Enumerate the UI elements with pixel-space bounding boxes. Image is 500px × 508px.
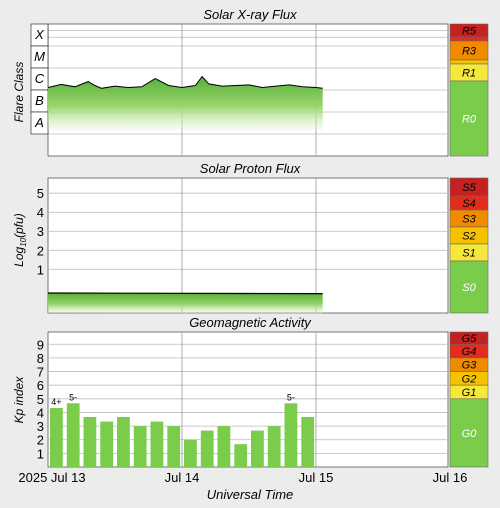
kp-bar (234, 444, 248, 467)
proton-flux-series (47, 292, 323, 314)
xray-title: Solar X-ray Flux (203, 7, 297, 22)
kp-bar-label: 4+ (51, 397, 61, 407)
proton-tick-label: 3 (37, 224, 44, 239)
xray-flux-series (47, 75, 323, 131)
kp-bar-label: 5- (69, 392, 77, 402)
scale-label-g1: G1 (462, 387, 477, 399)
kp-bar (100, 421, 114, 467)
flare-class-label-m: M (34, 49, 45, 64)
kp-bar (83, 417, 97, 467)
x-tick-label: Jul 14 (165, 470, 200, 485)
scale-label-g4: G4 (462, 346, 477, 358)
proton-ylabel-unit: (pfu) (12, 213, 26, 238)
kp-tick-label: 7 (37, 365, 44, 380)
proton-tick-label: 2 (37, 243, 44, 258)
kp-bars: 4+ 5- 5- (50, 392, 315, 467)
kp-bar (117, 417, 130, 467)
kp-tick-label: 3 (37, 419, 44, 434)
scale-label-r5: R5 (462, 26, 477, 38)
scale-label-s2: S2 (462, 231, 475, 243)
x-axis-ticks: 2025 Jul 13 Jul 14 Jul 15 Jul 16 (18, 470, 467, 485)
xray-flux-fill (48, 76, 323, 131)
kp-tick-label: 2 (37, 433, 44, 448)
kp-bar (150, 421, 164, 467)
kp-day-lines (181, 332, 317, 467)
kp-bar (167, 426, 181, 467)
proton-flux-line (47, 292, 323, 295)
xray-ylabel: Flare Class (12, 62, 26, 123)
scale-label-r3: R3 (462, 46, 477, 58)
kp-tick-label: 5 (37, 392, 44, 407)
proton-ylabel-sub: 10 (19, 237, 28, 246)
kp-tick-label: 1 (37, 446, 44, 461)
kp-title: Geomagnetic Activity (189, 315, 312, 330)
kp-bar (50, 408, 63, 467)
kp-bar (184, 439, 197, 467)
flare-class-label-b: B (35, 93, 44, 108)
kp-bar (301, 417, 315, 467)
kp-ylabel: Kp index (12, 376, 26, 424)
xray-flux-line (47, 75, 323, 89)
kp-bar (200, 430, 214, 467)
x-tick-label: Jul 15 (299, 470, 334, 485)
kp-tick-label: 9 (37, 337, 44, 352)
proton-ylabel: Log10(pfu) (12, 213, 28, 267)
flare-class-label-x: X (34, 27, 45, 42)
flare-class-label-a: A (34, 115, 44, 130)
x-tick-label: 2025 Jul 13 (18, 470, 85, 485)
proton-tick-label: 4 (37, 205, 44, 220)
proton-flux-fill (48, 293, 323, 314)
proton-tick-label: 1 (37, 262, 44, 277)
proton-s-scale: S5 S4 S3 S2 S1 S0 (449, 177, 489, 314)
proton-plot-area (47, 177, 449, 314)
kp-plot-area (47, 331, 449, 468)
proton-ylabel-base: Log (12, 246, 26, 266)
scale-box-r0 (449, 80, 489, 157)
kp-bar (267, 426, 281, 467)
scale-box-r2 (449, 59, 489, 65)
scale-label-g2: G2 (462, 373, 477, 385)
proton-tick-label: 5 (37, 186, 44, 201)
kp-bar (284, 403, 298, 467)
kp-bar (133, 426, 147, 467)
kp-bar (251, 430, 264, 467)
scale-label-s5: S5 (462, 182, 476, 194)
scale-label-g0: G0 (462, 428, 478, 440)
kp-bar (66, 403, 80, 467)
scale-box-r4 (449, 36, 489, 42)
kp-tick-label: 8 (37, 351, 44, 366)
proton-gridlines: 1 2 3 4 5 (37, 186, 448, 277)
kp-tick-label: 4 (37, 405, 44, 420)
kp-bar (217, 426, 231, 467)
proton-title: Solar Proton Flux (200, 161, 301, 176)
scale-label-r0: R0 (462, 114, 477, 126)
x-tick-label: Jul 16 (433, 470, 468, 485)
xray-r-scale: R5 R3 R1 R0 (449, 23, 489, 157)
scale-label-r1: R1 (462, 68, 476, 80)
x-axis-label: Universal Time (207, 487, 294, 502)
scale-box-g0 (449, 398, 489, 468)
kp-tick-label: 6 (37, 378, 44, 393)
kp-bar-label: 5- (287, 392, 295, 402)
scale-label-s0: S0 (462, 282, 476, 294)
scale-label-s3: S3 (462, 214, 476, 226)
scale-box-s0 (449, 260, 489, 314)
scale-label-s4: S4 (462, 198, 475, 210)
scale-label-g5: G5 (462, 333, 478, 345)
scale-label-g3: G3 (462, 360, 478, 372)
flare-class-label-c: C (35, 71, 45, 86)
scale-label-s1: S1 (462, 248, 475, 260)
proton-day-lines (181, 178, 317, 313)
